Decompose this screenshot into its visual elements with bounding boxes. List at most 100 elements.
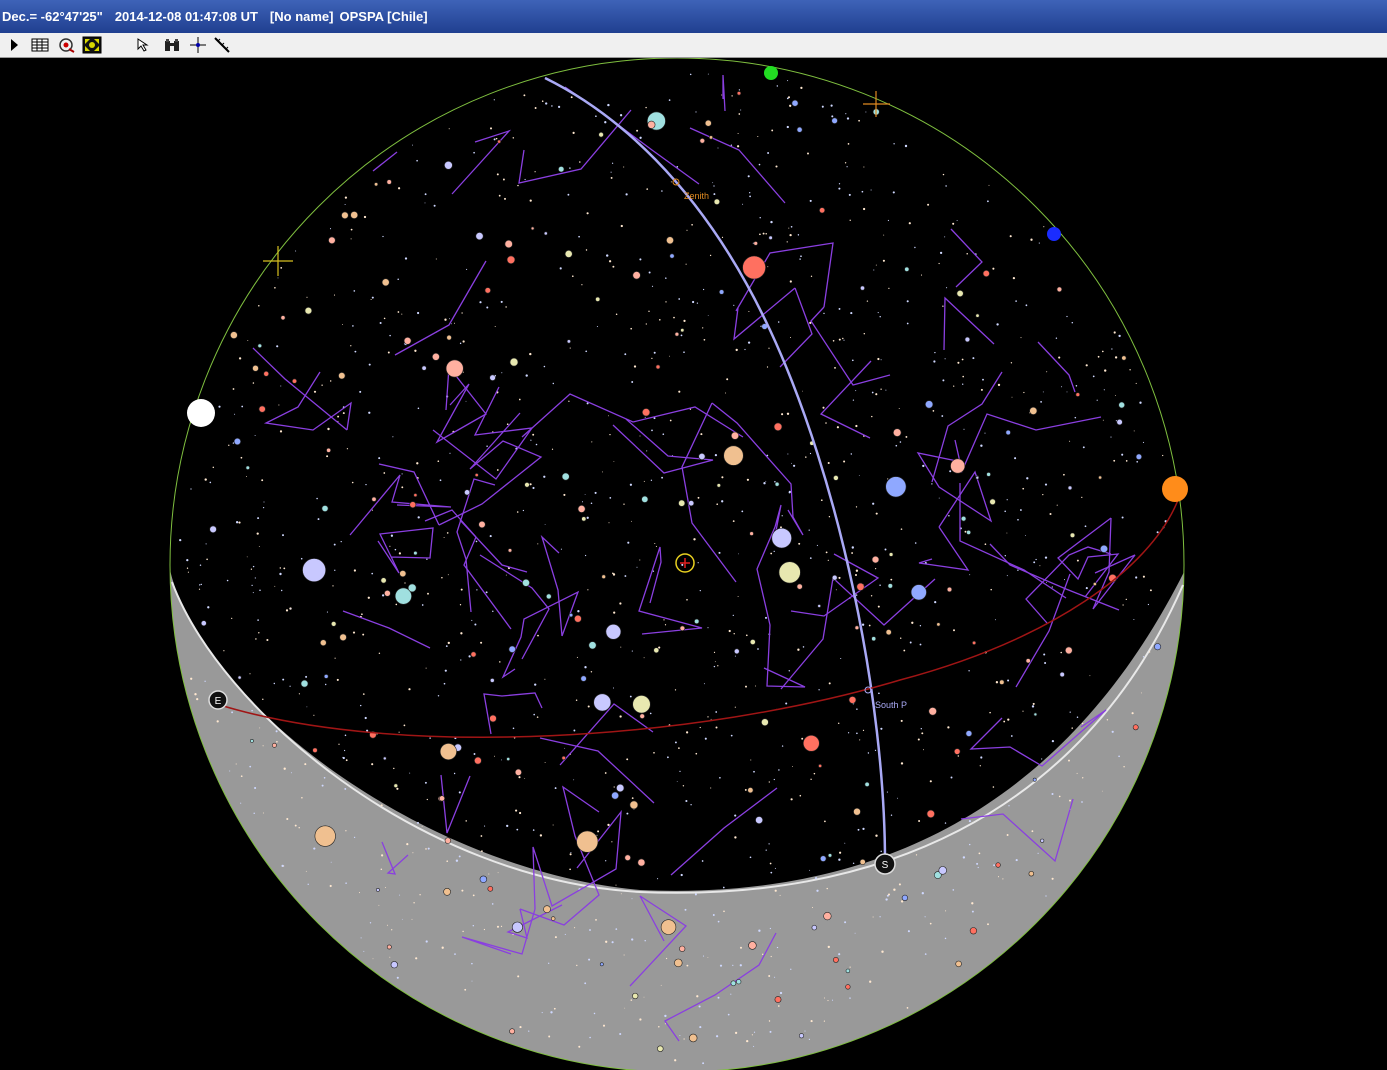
- faint-star: [1092, 375, 1095, 378]
- faint-star: [781, 515, 783, 517]
- table-button[interactable]: [30, 36, 50, 54]
- faint-star: [204, 680, 206, 682]
- faint-star: [251, 584, 253, 587]
- faint-star: [838, 858, 841, 861]
- star: [478, 520, 486, 529]
- faint-star: [989, 711, 991, 714]
- faint-star: [486, 445, 488, 448]
- faint-star: [879, 315, 881, 318]
- faint-star: [939, 251, 943, 255]
- star: [819, 855, 827, 862]
- faint-star: [714, 453, 718, 457]
- faint-star: [1025, 534, 1026, 536]
- fullscreen-button[interactable]: [82, 36, 102, 54]
- faint-star: [696, 995, 699, 998]
- faint-star: [626, 812, 629, 815]
- faint-star: [619, 602, 622, 605]
- faint-star: [461, 889, 464, 892]
- faint-star: [718, 551, 721, 554]
- faint-star: [744, 788, 747, 791]
- select-arrow-button[interactable]: [134, 36, 154, 54]
- faint-star: [747, 175, 750, 178]
- planet-green-icon[interactable]: [764, 66, 778, 80]
- crosshair-button[interactable]: [188, 36, 208, 54]
- faint-star: [980, 388, 983, 391]
- measure-ruler-button[interactable]: [212, 36, 232, 54]
- faint-star: [774, 889, 777, 892]
- faint-star: [529, 352, 532, 356]
- star: [1121, 355, 1127, 361]
- faint-star: [644, 939, 646, 942]
- faint-star: [363, 950, 365, 952]
- fullscreen-icon: [82, 36, 102, 54]
- faint-star: [694, 893, 697, 896]
- faint-star: [778, 769, 780, 771]
- faint-star: [792, 765, 793, 767]
- faint-star: [822, 406, 825, 409]
- faint-star: [441, 576, 443, 579]
- faint-star: [574, 927, 576, 929]
- faint-star: [825, 551, 828, 554]
- star: [629, 800, 639, 810]
- star: [445, 359, 464, 378]
- star: [588, 641, 597, 650]
- play-button[interactable]: [4, 36, 24, 54]
- star: [699, 138, 705, 144]
- sky-chart[interactable]: Zenith South P E S: [0, 58, 1387, 1070]
- faint-star: [717, 996, 720, 999]
- star: [489, 678, 495, 683]
- faint-star: [587, 589, 589, 591]
- faint-star: [1125, 598, 1127, 601]
- faint-star: [627, 541, 630, 544]
- sun-icon[interactable]: [1162, 476, 1188, 502]
- constellation-figure: [989, 543, 1120, 611]
- faint-star: [229, 770, 231, 772]
- faint-star: [256, 532, 259, 535]
- faint-star: [254, 435, 256, 436]
- faint-star: [313, 390, 317, 393]
- faint-star: [1135, 576, 1138, 579]
- faint-star: [251, 709, 253, 712]
- star: [716, 483, 721, 488]
- constellation-figure: [1037, 341, 1076, 393]
- faint-star: [575, 699, 578, 702]
- faint-star: [802, 390, 803, 392]
- star: [755, 816, 763, 824]
- faint-star: [344, 196, 348, 199]
- faint-star: [306, 706, 308, 708]
- faint-star: [715, 1035, 719, 1038]
- faint-star: [880, 850, 882, 853]
- faint-star: [814, 877, 818, 880]
- faint-star: [604, 772, 607, 774]
- star: [304, 307, 313, 315]
- faint-star: [298, 827, 300, 829]
- faint-star: [713, 665, 716, 668]
- star: [564, 249, 573, 258]
- faint-star: [186, 558, 189, 562]
- faint-star: [788, 227, 790, 229]
- faint-star: [1089, 675, 1091, 677]
- constellation-figure: [969, 709, 1107, 767]
- faint-star: [721, 500, 724, 503]
- faint-star: [564, 933, 566, 935]
- faint-star: [231, 617, 233, 620]
- faint-star: [586, 516, 589, 519]
- faint-star: [877, 605, 880, 608]
- constellation-figure: [532, 809, 622, 910]
- faint-star: [992, 786, 995, 788]
- star: [444, 837, 452, 844]
- faint-star: [416, 159, 418, 162]
- faint-star: [1106, 719, 1109, 721]
- faint-star: [1085, 587, 1088, 590]
- faint-star: [629, 483, 633, 486]
- eye-target-button[interactable]: [56, 36, 76, 54]
- faint-star: [496, 469, 499, 471]
- faint-star: [758, 163, 761, 166]
- binoculars-button[interactable]: [162, 36, 182, 54]
- planet-blue-icon[interactable]: [1047, 227, 1061, 241]
- faint-star: [734, 1031, 738, 1035]
- faint-star: [471, 980, 473, 982]
- faint-star: [679, 1034, 681, 1037]
- constellation-figure: [519, 785, 600, 926]
- moon-icon[interactable]: [187, 399, 215, 427]
